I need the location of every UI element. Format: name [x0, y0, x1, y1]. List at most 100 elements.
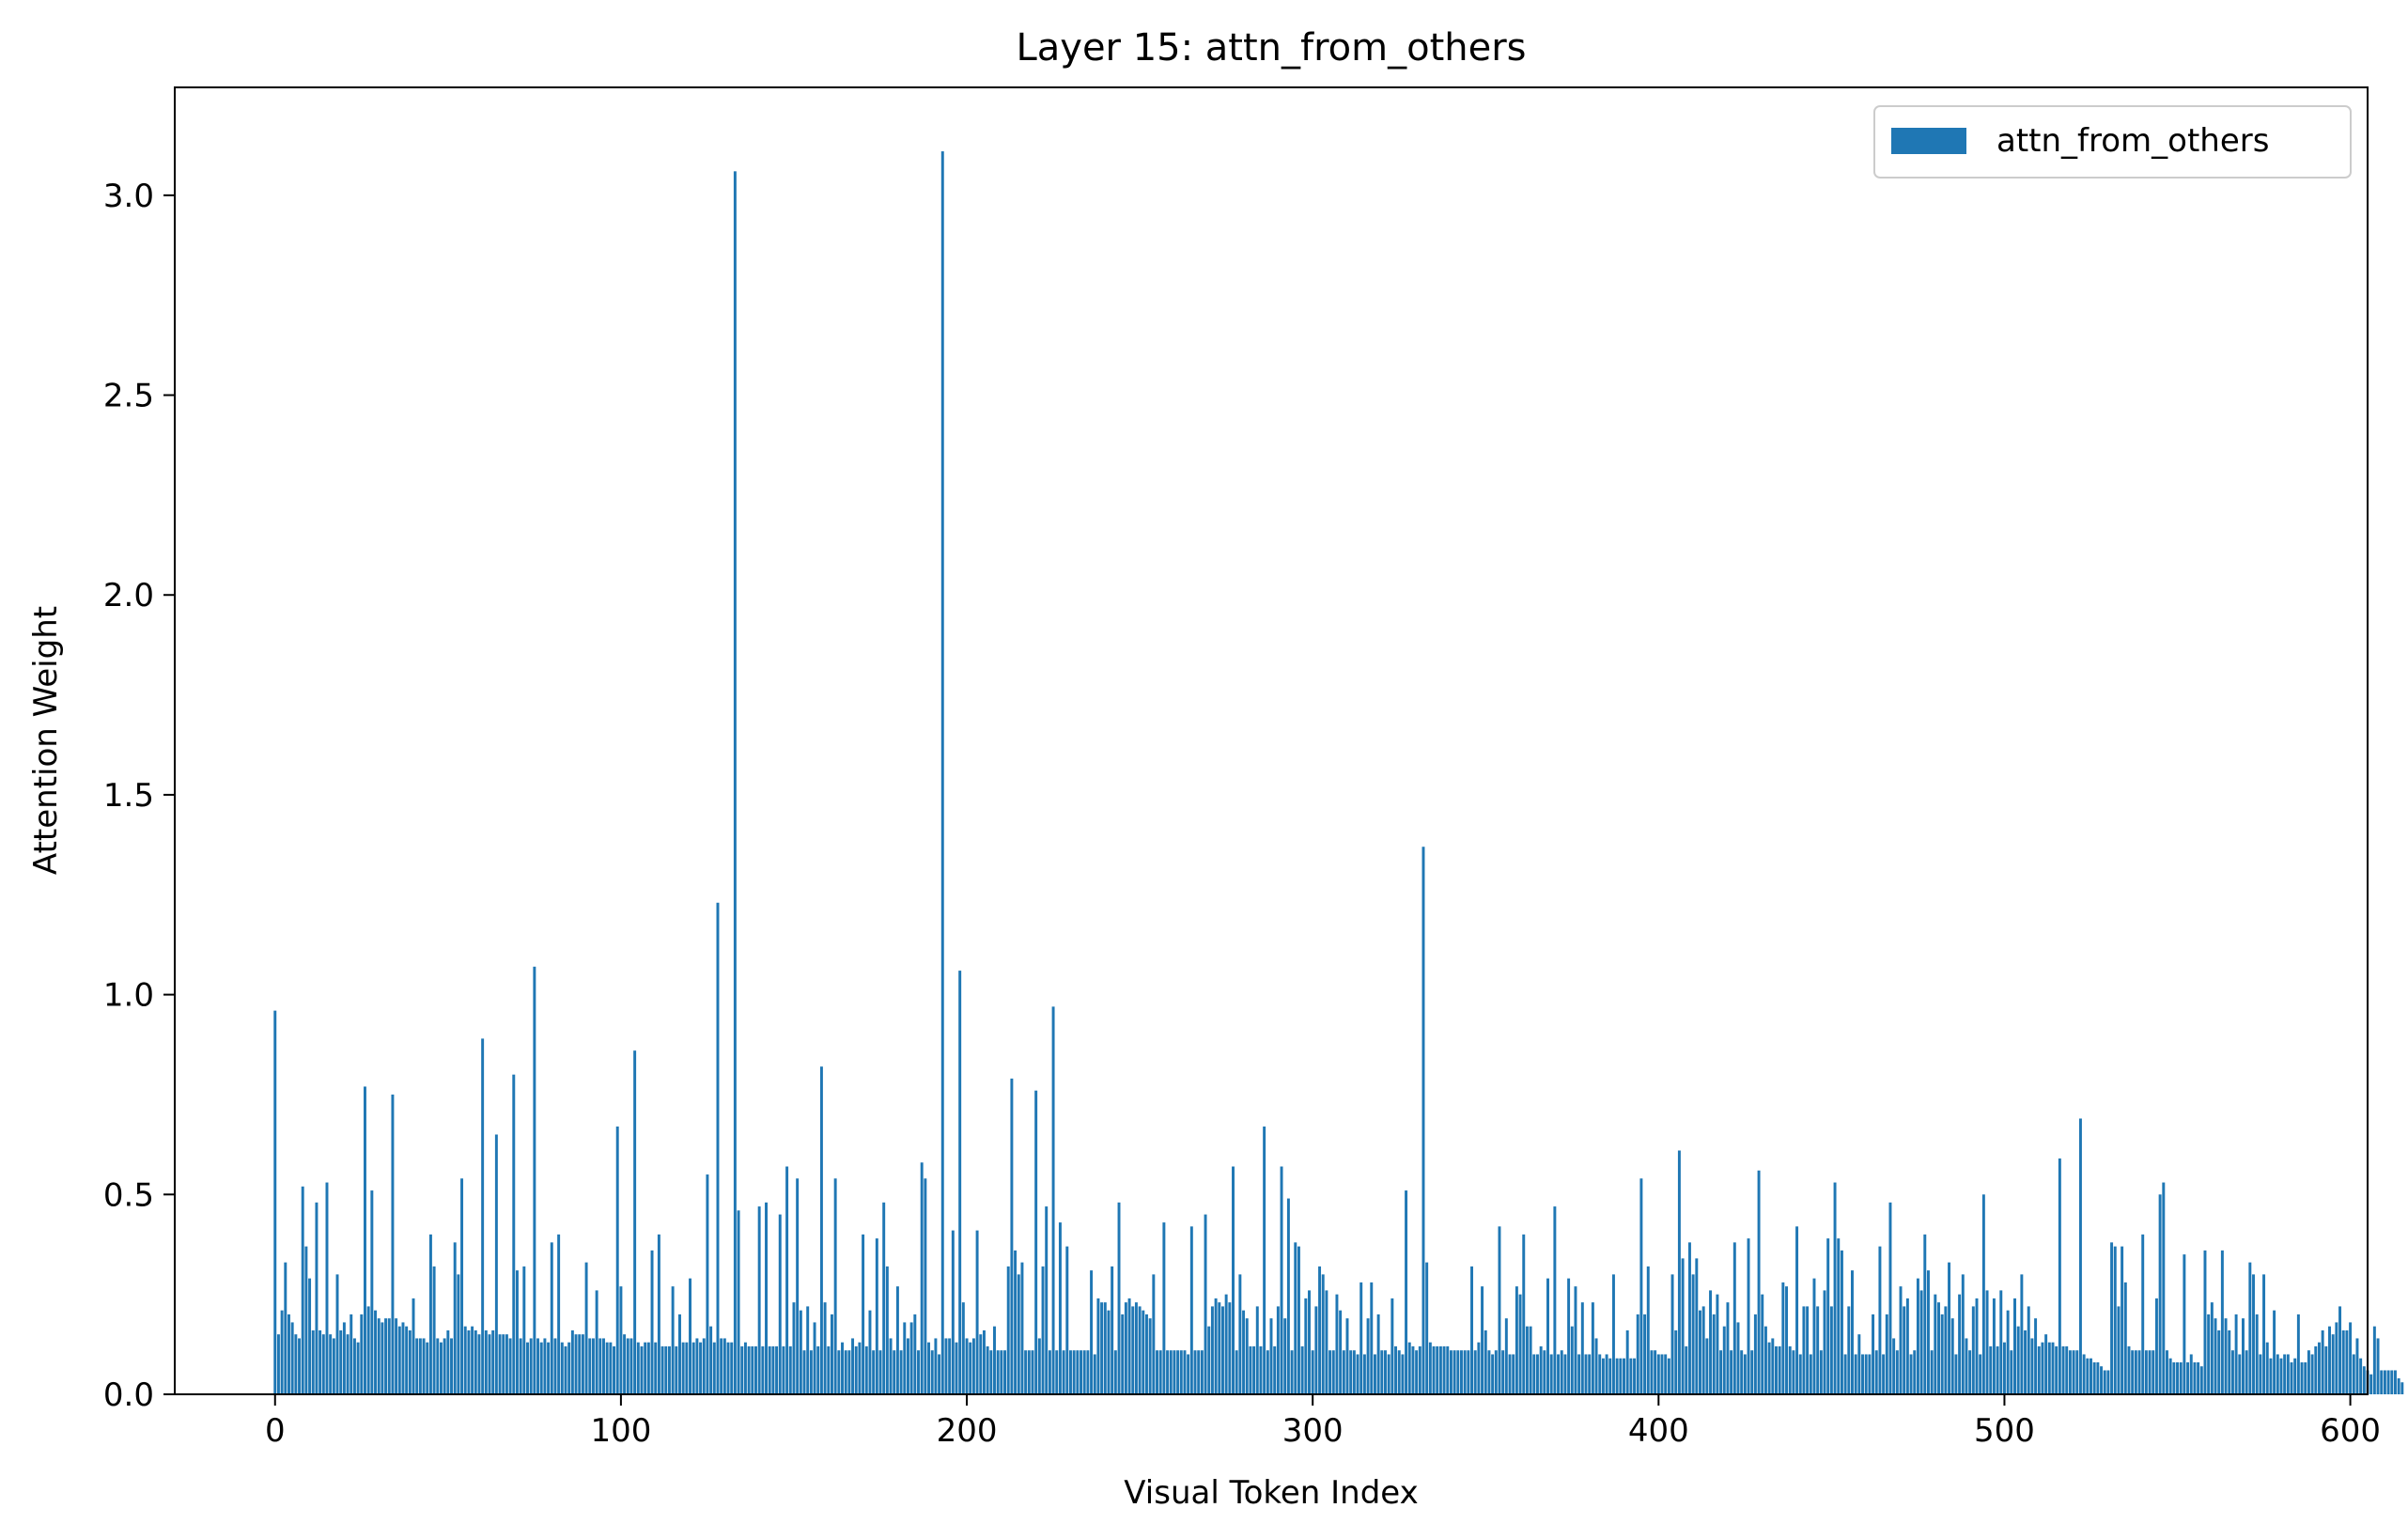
- bar: [743, 1342, 747, 1394]
- bar: [1218, 1302, 1221, 1394]
- bar: [2248, 1262, 2252, 1394]
- bar: [284, 1262, 287, 1394]
- bar: [2141, 1234, 2145, 1394]
- bar: [1553, 1206, 1557, 1394]
- bar: [948, 1338, 952, 1394]
- bar: [1913, 1350, 1917, 1394]
- bar: [1785, 1286, 1788, 1394]
- bar: [1557, 1354, 1561, 1394]
- bar: [1857, 1334, 1861, 1394]
- bar: [1020, 1262, 1024, 1394]
- bar: [841, 1342, 844, 1394]
- bar: [816, 1345, 820, 1394]
- bar: [342, 1322, 346, 1394]
- bar: [1608, 1358, 1612, 1394]
- bar: [1792, 1350, 1795, 1394]
- legend-swatch: [1891, 128, 1966, 154]
- bar: [975, 1230, 979, 1394]
- bar: [951, 1230, 955, 1394]
- bar: [1726, 1302, 1730, 1394]
- bar: [633, 1050, 637, 1394]
- bar: [875, 1238, 878, 1394]
- bar: [768, 1345, 771, 1394]
- bar: [1916, 1278, 1919, 1394]
- bar: [1294, 1242, 1297, 1394]
- bar: [1646, 1266, 1650, 1394]
- bar: [481, 1038, 485, 1394]
- bar: [1428, 1342, 1432, 1394]
- bar: [2144, 1350, 2148, 1394]
- bar: [602, 1338, 605, 1394]
- bar: [1418, 1345, 1421, 1394]
- bar: [913, 1314, 917, 1394]
- bar: [961, 1302, 965, 1394]
- bar: [2230, 1350, 2234, 1394]
- bar: [1121, 1314, 1125, 1394]
- bar: [802, 1350, 806, 1394]
- bar: [329, 1334, 333, 1394]
- bar: [1362, 1354, 1366, 1394]
- bar: [1687, 1242, 1691, 1394]
- bar: [276, 1334, 280, 1394]
- bar: [1031, 1350, 1034, 1394]
- bar: [2193, 1361, 2197, 1394]
- bar: [1798, 1354, 1802, 1394]
- bar: [1394, 1345, 1398, 1394]
- bar: [2092, 1361, 2096, 1394]
- bar: [547, 1342, 551, 1394]
- bar: [917, 1350, 920, 1394]
- bar: [1525, 1326, 1529, 1394]
- bar: [1152, 1274, 1156, 1394]
- bar: [726, 1342, 730, 1394]
- bar: [1263, 1126, 1266, 1394]
- bar: [2134, 1350, 2137, 1394]
- bar: [2186, 1361, 2190, 1394]
- bar: [1767, 1342, 1771, 1394]
- bar: [1494, 1350, 1498, 1394]
- bar: [761, 1345, 765, 1394]
- bar: [522, 1266, 526, 1394]
- bar: [1971, 1306, 1975, 1394]
- bar: [1591, 1302, 1594, 1394]
- bar: [1220, 1306, 1224, 1394]
- bar: [2075, 1350, 2079, 1394]
- bar: [550, 1242, 553, 1394]
- bar: [1625, 1329, 1629, 1394]
- bar: [356, 1342, 360, 1394]
- bar: [453, 1242, 457, 1394]
- bar: [702, 1338, 706, 1394]
- bar: [1283, 1318, 1287, 1394]
- bar: [955, 1342, 958, 1394]
- x-tick-label: 100: [590, 1412, 651, 1450]
- bar: [2290, 1361, 2293, 1394]
- bar: [1560, 1350, 1563, 1394]
- bar: [1577, 1354, 1581, 1394]
- bar: [2148, 1350, 2152, 1394]
- bar: [2072, 1350, 2075, 1394]
- bar: [2397, 1377, 2400, 1394]
- bar: [2065, 1345, 2069, 1394]
- bar: [1235, 1350, 1238, 1394]
- bar: [505, 1334, 508, 1394]
- bar: [782, 1345, 785, 1394]
- bar: [765, 1202, 768, 1394]
- bar: [1623, 1358, 1625, 1394]
- bar: [1456, 1350, 1460, 1394]
- bar: [1660, 1354, 1664, 1394]
- bar: [1252, 1345, 1256, 1394]
- bar: [1321, 1274, 1325, 1394]
- bar: [1156, 1350, 1158, 1394]
- bar: [2131, 1350, 2135, 1394]
- bar: [1207, 1326, 1211, 1394]
- bar: [1463, 1350, 1467, 1394]
- bar: [1193, 1350, 1197, 1394]
- bar: [1232, 1166, 1235, 1394]
- bar: [1131, 1306, 1135, 1394]
- bar: [1339, 1310, 1343, 1394]
- legend-label: attn_from_others: [1996, 122, 2269, 160]
- bar: [969, 1342, 972, 1394]
- bar: [1331, 1350, 1335, 1394]
- y-axis-label: Attention Weight: [27, 606, 65, 875]
- bar: [1438, 1345, 1442, 1394]
- bar: [1390, 1298, 1394, 1394]
